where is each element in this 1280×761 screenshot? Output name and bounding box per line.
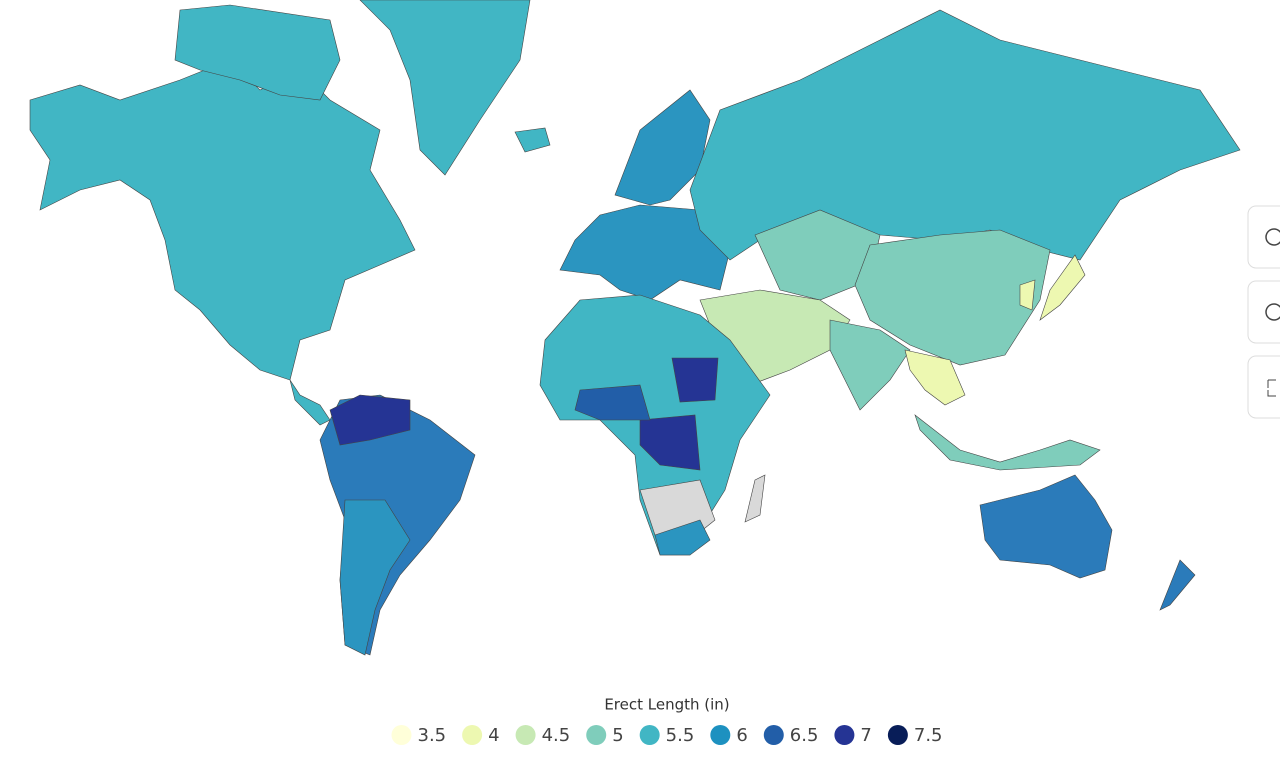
zoom-in-button[interactable] <box>1247 205 1280 269</box>
australia <box>979 474 1113 579</box>
legend-label: 5.5 <box>666 725 695 746</box>
legend-label: 4 <box>488 725 499 746</box>
legend: 3.5 4 4.5 5 5.5 6 6.5 7 7.5 <box>391 725 943 746</box>
reset-button[interactable] <box>1247 355 1280 419</box>
legend-swatch <box>586 725 607 745</box>
legend-swatch <box>391 725 412 745</box>
central-africa <box>639 414 701 471</box>
europe <box>559 204 731 301</box>
legend-title: Erect Length (in) <box>604 696 729 714</box>
legend-label: 7 <box>860 725 871 746</box>
indonesia <box>914 414 1101 471</box>
madagascar <box>744 474 766 523</box>
southern-cone <box>339 499 411 656</box>
reset-icon <box>1267 379 1276 397</box>
legend-swatch <box>515 725 536 745</box>
map-controls <box>1247 205 1280 419</box>
west-africa <box>574 384 651 421</box>
legend-swatch <box>639 725 660 745</box>
southeast-asia <box>904 349 966 406</box>
korea-japan <box>1019 254 1086 321</box>
legend-swatch <box>887 725 908 745</box>
legend-swatch <box>834 725 855 745</box>
zoom-in-icon <box>1265 228 1280 246</box>
russia <box>689 9 1241 261</box>
sudan <box>671 357 719 403</box>
legend-label: 5 <box>612 725 623 746</box>
landmasses <box>29 0 1241 656</box>
legend-label: 7.5 <box>914 725 943 746</box>
north-america <box>29 59 416 381</box>
india <box>829 319 911 411</box>
legend-swatch <box>763 725 784 745</box>
zoom-out-button[interactable] <box>1247 280 1280 344</box>
north-america-islands <box>174 4 341 101</box>
zoom-out-icon <box>1265 303 1280 321</box>
china-mongolia <box>854 229 1051 366</box>
new-zealand <box>1159 559 1196 611</box>
legend-label: 4.5 <box>542 725 571 746</box>
iceland <box>514 127 551 153</box>
greenland <box>359 0 531 176</box>
legend-label: 6 <box>736 725 747 746</box>
legend-swatch <box>710 725 731 745</box>
legend-label: 3.5 <box>417 725 446 746</box>
legend-swatch <box>462 725 483 745</box>
legend-label: 6.5 <box>790 725 819 746</box>
scandinavia <box>614 89 711 206</box>
central-america <box>289 379 331 426</box>
venezuela-colombia <box>329 394 411 446</box>
south-africa <box>654 519 711 556</box>
